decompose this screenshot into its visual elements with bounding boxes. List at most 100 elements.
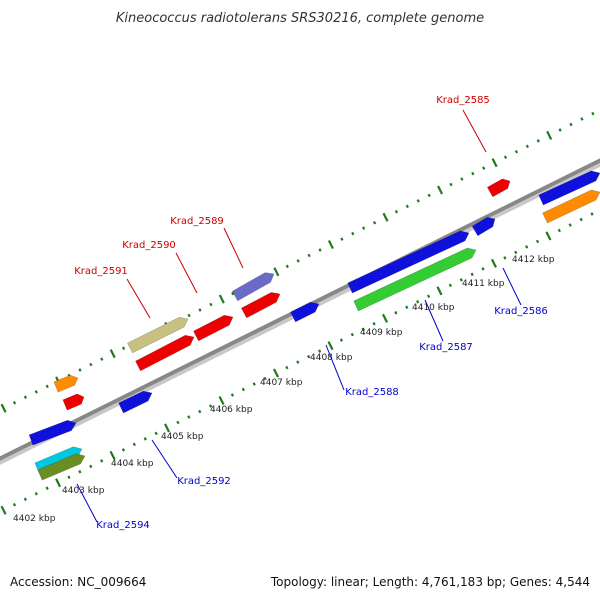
label-leader-line: [325, 344, 345, 391]
tick-mark: [394, 310, 398, 315]
tick-mark: [218, 294, 225, 304]
tick-mark: [89, 362, 93, 367]
gene-feature: [118, 390, 153, 414]
gene-label: Krad_2588: [345, 387, 399, 398]
gene-feature: [53, 374, 79, 393]
tick-mark: [273, 368, 280, 378]
tick-mark: [209, 302, 213, 307]
tick-mark: [382, 212, 389, 222]
tick-mark: [198, 409, 202, 414]
tick-label: 4407 kbp: [260, 378, 303, 388]
tick-mark: [536, 139, 540, 143]
tick-mark: [514, 250, 518, 255]
tick-mark: [296, 360, 300, 364]
gene-feature: [28, 419, 77, 446]
gene-label: Krad_2586: [494, 306, 548, 317]
tick-mark: [230, 393, 235, 397]
gene-feature: [290, 301, 320, 323]
tick-mark: [482, 166, 486, 170]
gene-feature: [37, 453, 86, 481]
tick-mark: [12, 401, 17, 405]
gene-feature: [353, 247, 477, 312]
tick-mark: [252, 382, 256, 386]
gene-label: Krad_2587: [419, 342, 473, 353]
tick-labels: 4402 kbp 4403 kbp 4404 kbp 4405 kbp 4406 kbp…: [13, 255, 555, 524]
tick-mark: [327, 240, 334, 250]
tick-mark: [579, 217, 583, 222]
tick-mark: [318, 248, 322, 252]
tick-mark: [481, 267, 485, 271]
tick-mark: [490, 258, 497, 268]
tick-mark: [351, 231, 355, 236]
tick-mark: [198, 308, 202, 312]
tick-mark: [381, 313, 388, 323]
tick-label: 4404 kbp: [111, 459, 154, 469]
label-leader-line: [223, 227, 244, 269]
gene-feature: [127, 316, 189, 354]
tick-label: 4405 kbp: [161, 432, 204, 442]
tick-mark: [525, 144, 529, 149]
tick-mark: [23, 395, 28, 400]
tick-mark: [350, 332, 354, 337]
tick-mark: [241, 387, 245, 392]
gene-feature: [231, 272, 275, 302]
gene-label: Krad_2594: [96, 520, 150, 531]
gene-feature: [193, 314, 234, 342]
gene-feature: [471, 216, 496, 237]
tick-mark: [545, 231, 552, 241]
tick-mark: [187, 415, 191, 419]
tick-mark: [187, 313, 191, 318]
tick-mark: [339, 338, 344, 342]
tick-mark: [514, 150, 519, 154]
gene-feature: [62, 393, 85, 411]
tick-mark: [307, 354, 311, 359]
tick-mark: [416, 199, 420, 203]
tick-mark: [437, 185, 444, 195]
tick-mark: [0, 403, 7, 413]
tick-mark: [459, 278, 463, 282]
tick-mark: [209, 404, 213, 408]
tick-mark: [12, 502, 17, 507]
label-leader-line: [462, 109, 487, 153]
tick-mark: [580, 117, 584, 121]
tick-mark: [535, 239, 540, 244]
label-leader-line: [126, 278, 151, 319]
tick-mark: [426, 294, 431, 299]
tick-mark: [569, 122, 573, 127]
tick-label: 4412 kbp: [512, 255, 555, 265]
tick-mark: [55, 478, 62, 488]
tick-label: 4402 kbp: [13, 514, 56, 524]
tick-mark: [460, 177, 464, 181]
tick-mark: [23, 497, 27, 501]
tick-mark: [231, 291, 235, 296]
label-leader-line: [76, 483, 98, 523]
tick-mark: [558, 128, 562, 132]
tick-mark: [372, 220, 377, 225]
gene-features: [28, 170, 600, 481]
tick-mark: [218, 395, 225, 406]
tick-mark: [34, 492, 38, 496]
gene-label: Krad_2592: [177, 476, 231, 487]
tick-mark: [285, 365, 289, 370]
tick-mark: [568, 223, 572, 227]
tick-mark: [0, 505, 7, 515]
tick-mark: [121, 346, 126, 350]
tick-mark: [143, 437, 147, 441]
tick-mark: [327, 341, 334, 351]
label-leader-line: [151, 439, 178, 479]
gene-labels: Krad_2585 Krad_2589 Krad_2590 Krad_2591 Krad…: [74, 95, 548, 531]
gene-label: Krad_2590: [122, 240, 176, 251]
label-leader-line: [424, 299, 444, 342]
tick-mark: [546, 130, 553, 140]
tick-mark: [285, 264, 289, 269]
tick-mark: [503, 256, 507, 260]
tick-row-top: [0, 111, 595, 413]
tick-mark: [427, 193, 431, 198]
tick-mark: [78, 470, 82, 474]
tick-mark: [340, 237, 344, 241]
tick-label: 4403 kbp: [62, 486, 105, 496]
summary-text: Topology: linear; Length: 4,761,183 bp; …: [270, 575, 590, 589]
tick-mark: [100, 459, 104, 463]
tick-mark: [164, 423, 171, 433]
